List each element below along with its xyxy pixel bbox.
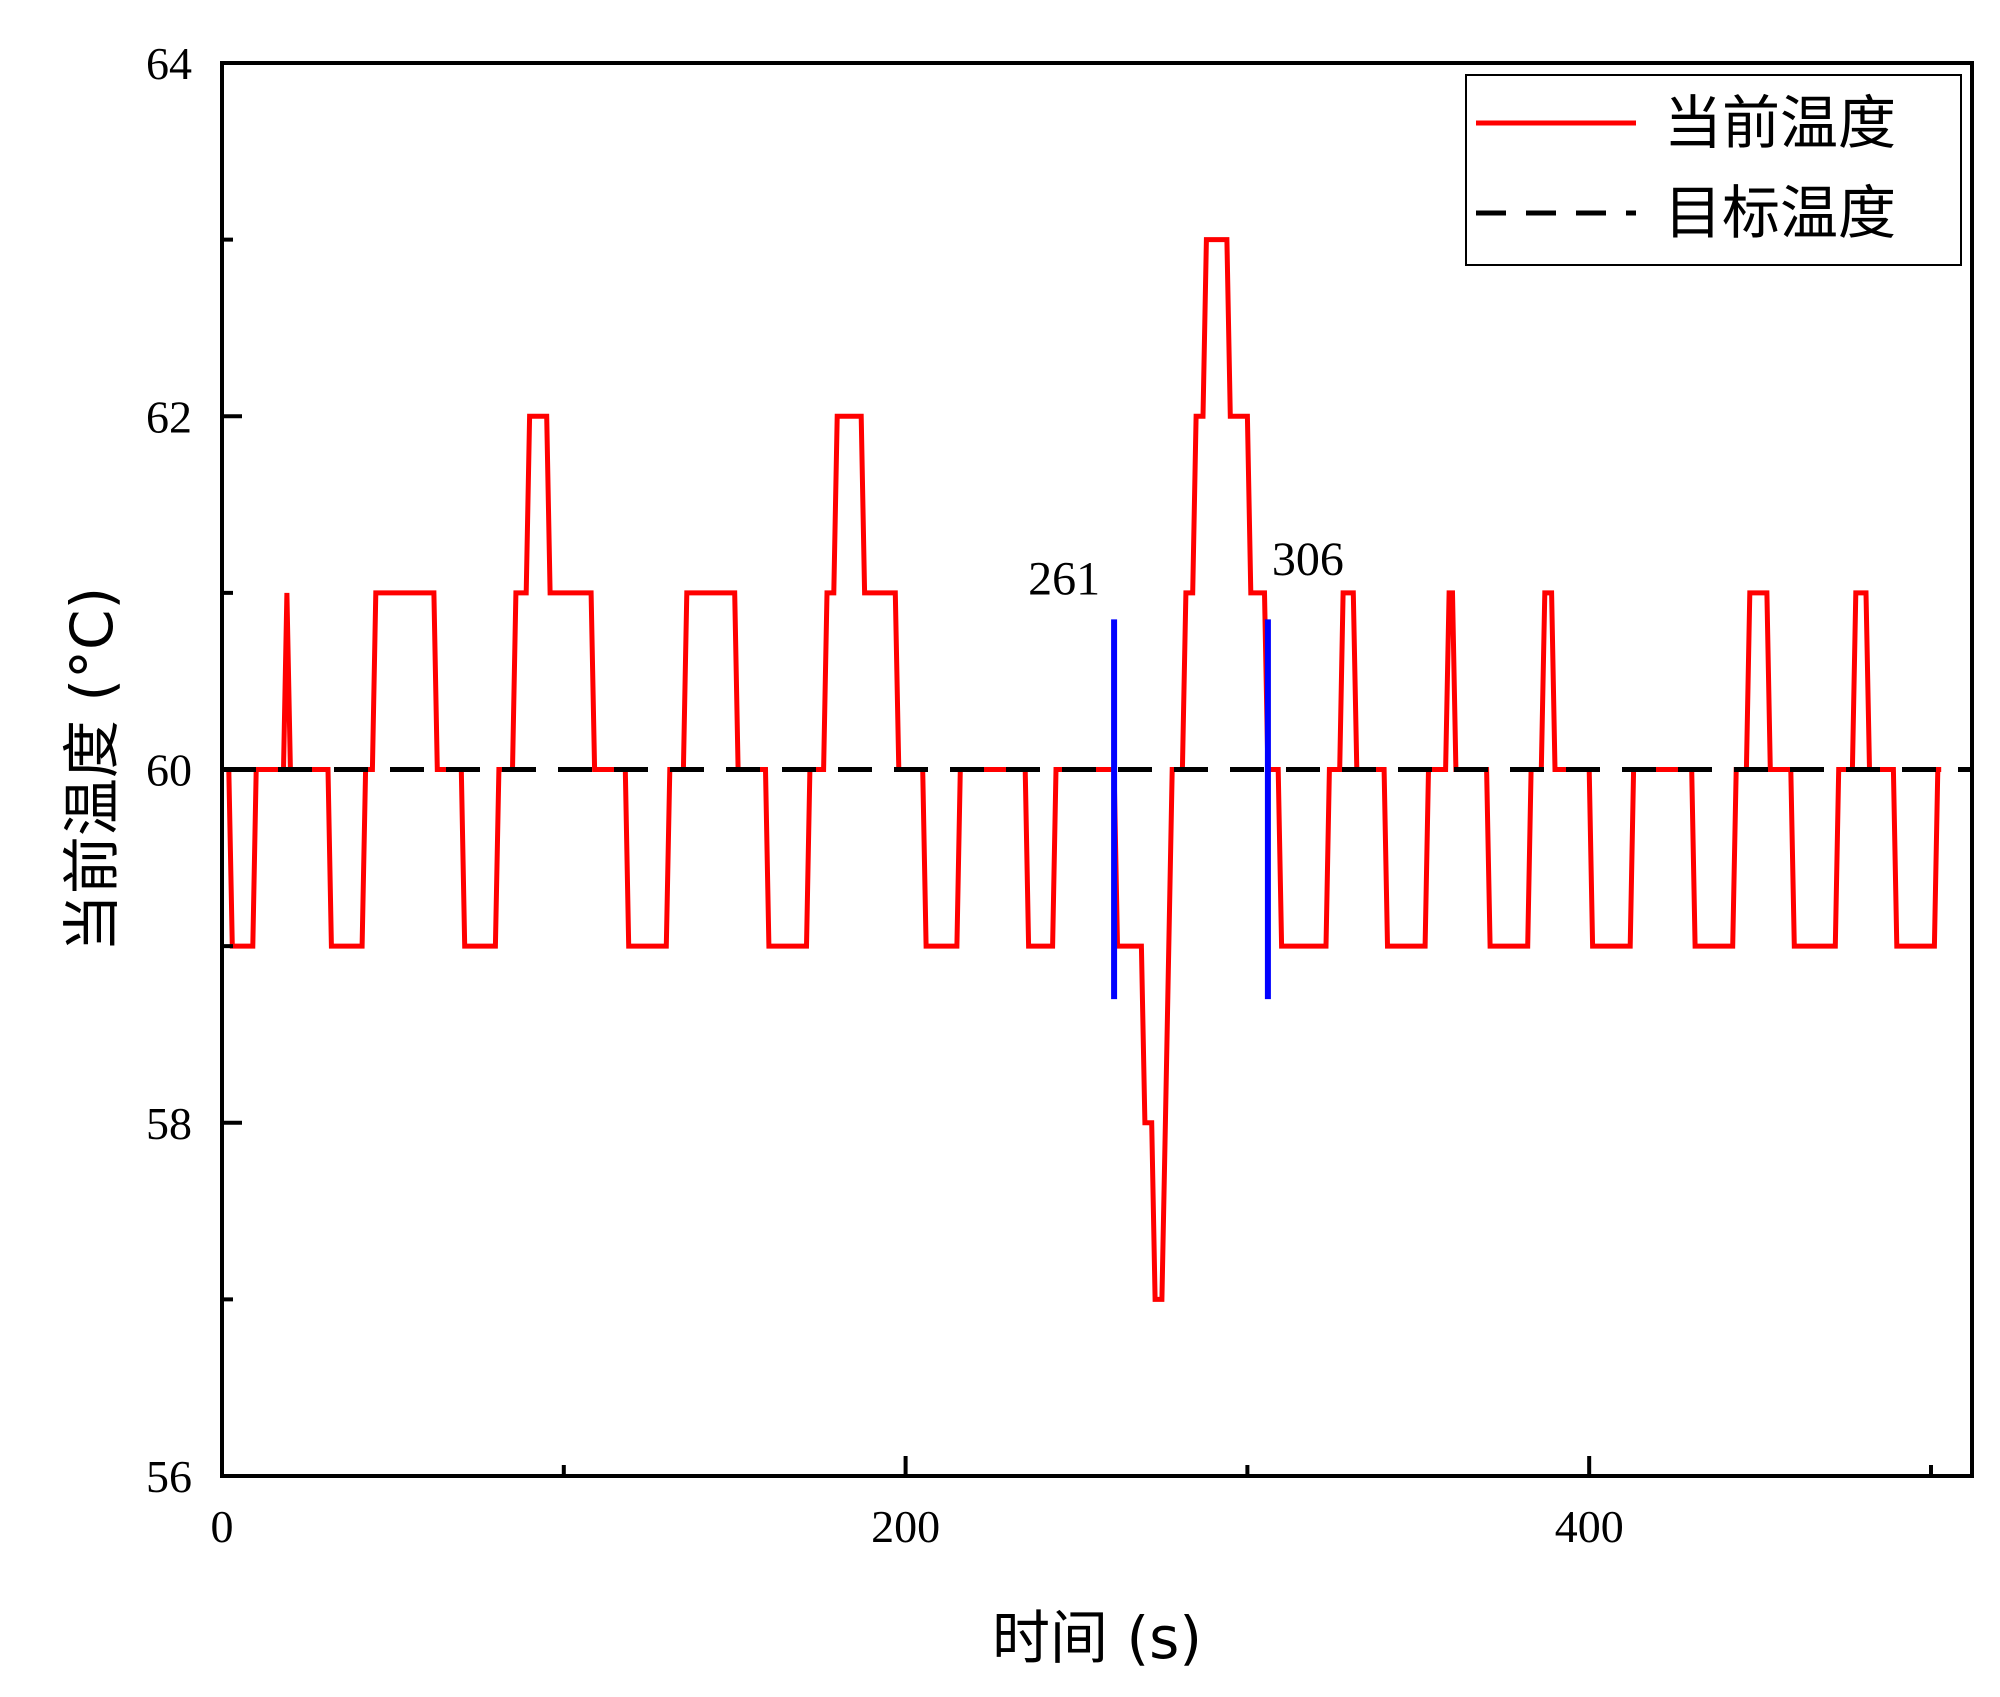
y-tick-label: 62 (146, 391, 192, 442)
legend-label-1: 目标温度 (1664, 179, 1896, 247)
x-tick-label: 0 (211, 1501, 234, 1552)
x-axis-title: 时间 (s) (992, 1604, 1202, 1672)
plot-area: 261 306 (222, 237, 1972, 1302)
legend-box (1465, 74, 1962, 266)
marker-label-261: 261 (1028, 553, 1100, 606)
y-tick-label: 56 (146, 1451, 192, 1502)
x-tick-label: 200 (871, 1501, 940, 1552)
axes: 0 200 400 56 58 60 62 64 时间 (s) 当前温度 (°C) (58, 38, 1974, 1672)
marker-label-306: 306 (1272, 533, 1344, 586)
y-axis-title: 当前温度 (°C) (58, 587, 126, 952)
x-tick-label: 400 (1555, 1501, 1624, 1552)
legend-label-0: 当前温度 (1664, 89, 1896, 157)
y-tick-label: 64 (146, 38, 192, 89)
y-tick-label: 60 (146, 745, 192, 796)
y-tick-label: 58 (146, 1098, 192, 1149)
